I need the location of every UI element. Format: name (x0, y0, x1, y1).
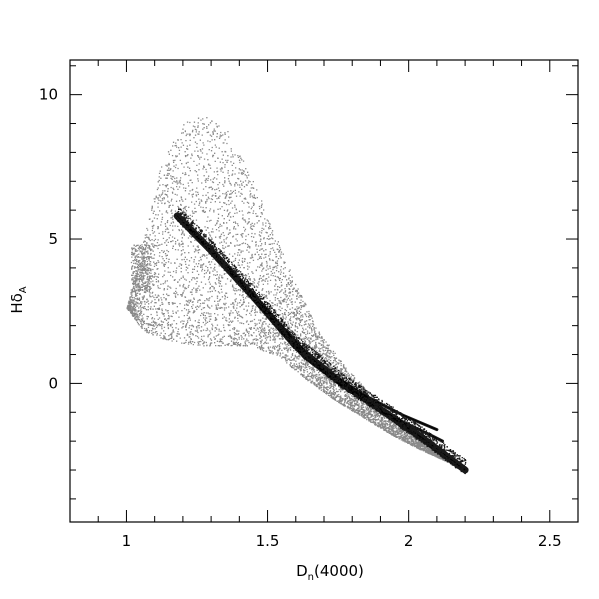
x-tick-labels: 1 1.5 2 2.5 (122, 532, 562, 550)
y-tick-labels: 0 5 10 (39, 86, 58, 393)
x-tick-label: 1 (122, 532, 132, 550)
y-tick-label: 5 (48, 230, 58, 248)
y-axis-label: HδA (8, 286, 29, 313)
axis-ticks (69, 60, 579, 522)
y-tick-label: 10 (39, 86, 58, 104)
scatter-cloud (126, 117, 467, 471)
x-tick-label: 2 (404, 532, 414, 550)
scatter-points (126, 117, 467, 471)
y-tick-label: 0 (48, 374, 58, 392)
track-band (173, 208, 469, 475)
x-axis-label: Dn(4000) (296, 562, 364, 583)
track-thin-3 (188, 227, 438, 431)
x-tick-label: 2.5 (538, 532, 562, 550)
x-tick-label: 1.5 (256, 532, 280, 550)
track-speckle (177, 208, 467, 475)
